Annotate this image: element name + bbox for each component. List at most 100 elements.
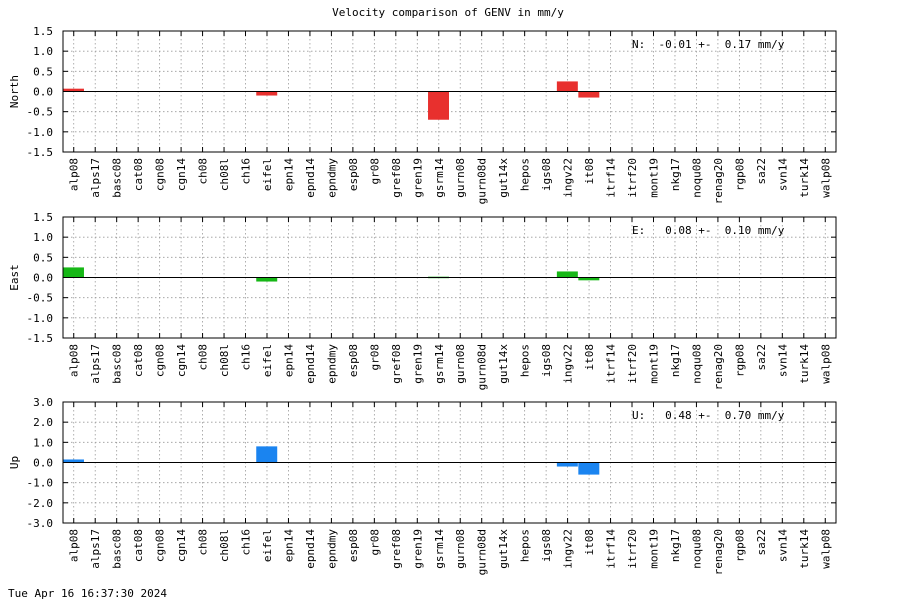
xtick-label: ch08 [197,344,210,371]
xtick-label: rgp08 [733,344,746,377]
xtick-label: gsrm14 [433,158,446,198]
timestamp-label: Tue Apr 16 16:37:30 2024 [8,587,167,600]
xtick-label: hepos [519,344,532,377]
xtick-label: gut14x [497,529,510,569]
xtick-label: renag20 [712,344,725,390]
xtick-label: itrf20 [626,344,639,384]
xtick-label: noqu08 [690,344,703,384]
xtick-label: ch08 [197,529,210,556]
ytick-label: -1.0 [27,312,54,325]
ytick-label: 1.0 [33,231,53,244]
xtick-label: ingv22 [562,344,575,384]
bar-north-eifel [256,91,278,96]
xtick-label: it08 [583,529,596,556]
xtick-label: alp08 [68,529,81,562]
xtick-label: igs08 [540,344,553,377]
bar-east-alp08 [63,267,84,278]
bar-up-eifel [256,446,278,463]
ylabel: Up [8,456,21,469]
xtick-label: igs08 [540,158,553,191]
xtick-label: cat08 [132,158,145,191]
xtick-label: walp08 [819,158,832,198]
xtick-label: epndmy [325,344,338,384]
bar-north-gsrm14 [428,91,449,120]
xtick-label: rgp08 [733,529,746,562]
xtick-label: noqu08 [690,529,703,569]
xtick-label: renag20 [712,158,725,204]
xtick-label: gren19 [411,529,424,569]
xtick-label: epn14 [282,158,295,191]
bar-up-it08 [578,462,600,475]
xtick-label: itrf20 [626,529,639,569]
xtick-label: basc08 [111,344,124,384]
ytick-label: -0.5 [27,292,54,305]
panel-east: 1.5 1.0 0.5 0.0 -0.5 -1.0 -1.5 E: 0.08 +- 0.10 … [8,211,837,390]
xtick-label: gsrm14 [433,529,446,569]
ytick-label: -1.5 [27,146,54,159]
xtick-label: walp08 [819,344,832,384]
ytick-label: 1.0 [33,436,53,449]
xtick-label: svn14 [776,529,789,562]
xtick-label: hepos [519,529,532,562]
ytick-label: 2.0 [33,416,53,429]
ytick-label: 0.5 [33,251,53,264]
chart-panels: 1.5 1.0 0.5 0.0 -0.5 -1.0 -1.5 N: -0.01 +- 0.17… [8,25,837,575]
xtick-label: gren19 [411,158,424,198]
xtick-label: svn14 [776,158,789,191]
xtick-label: nkg17 [669,158,682,191]
ytick-label: 1.5 [33,211,53,224]
xtick-label: gr08 [368,529,381,556]
xtick-label: ch08 [197,158,210,185]
xtick-label: itrf14 [605,158,618,198]
stats-annotation: U: 0.48 +- 0.70 mm/y [632,409,785,422]
xtick-label: cgn08 [154,529,167,562]
xtick-label: rgp08 [733,158,746,191]
xtick-label: turk14 [798,158,811,198]
xtick-label: it08 [583,158,596,185]
xtick-label: alps17 [89,344,102,384]
bar-east-eifel [256,277,278,282]
xtick-label: cgn08 [154,344,167,377]
ytick-label: 3.0 [33,396,53,409]
xtick-label: itrf20 [626,158,639,198]
ytick-label: 0.0 [33,86,53,99]
bar-east-it08 [578,277,600,281]
xtick-label: nkg17 [669,344,682,377]
xtick-label: gurn08d [476,529,489,575]
xtick-label: gurn08d [476,158,489,204]
bar-east-ingv22 [556,271,578,278]
xtick-label: igs08 [540,529,553,562]
xtick-label: itrf14 [605,529,618,569]
xtick-label: epnd14 [304,158,317,198]
stats-annotation: E: 0.08 +- 0.10 mm/y [632,224,785,237]
xtick-label: mont19 [647,344,660,384]
xtick-label: cgn08 [154,158,167,191]
xtick-label: esp08 [347,344,360,377]
xtick-label: cgn14 [175,158,188,191]
xtick-label: eifel [261,344,274,377]
xtick-label: gr08 [368,344,381,371]
xtick-label: gr08 [368,158,381,185]
xtick-label: svn14 [776,344,789,377]
xtick-label: epndmy [325,529,338,569]
xtick-label: sa22 [755,344,768,371]
xtick-label: gsrm14 [433,344,446,384]
panel-up: 3.0 2.0 1.0 0.0 -1.0 -2.0 -3.0 U: 0.48 +- 0.70 … [8,396,837,575]
xtick-label: epn14 [282,529,295,562]
xtick-label: esp08 [347,529,360,562]
bar-north-it08 [578,91,600,98]
ytick-label: 0.5 [33,65,53,78]
xtick-label: basc08 [111,529,124,569]
ylabel: East [8,264,21,291]
plot-frame [62,30,837,153]
xtick-label: cat08 [132,344,145,377]
xtick-label: gurn08 [454,529,467,569]
xtick-label: ch08l [218,344,231,377]
xtick-label: ingv22 [562,158,575,198]
stats-annotation: N: -0.01 +- 0.17 mm/y [632,38,785,51]
xtick-label: epndmy [325,158,338,198]
xtick-label: renag20 [712,529,725,575]
xtick-label: mont19 [647,529,660,569]
xtick-label: ch08l [218,529,231,562]
